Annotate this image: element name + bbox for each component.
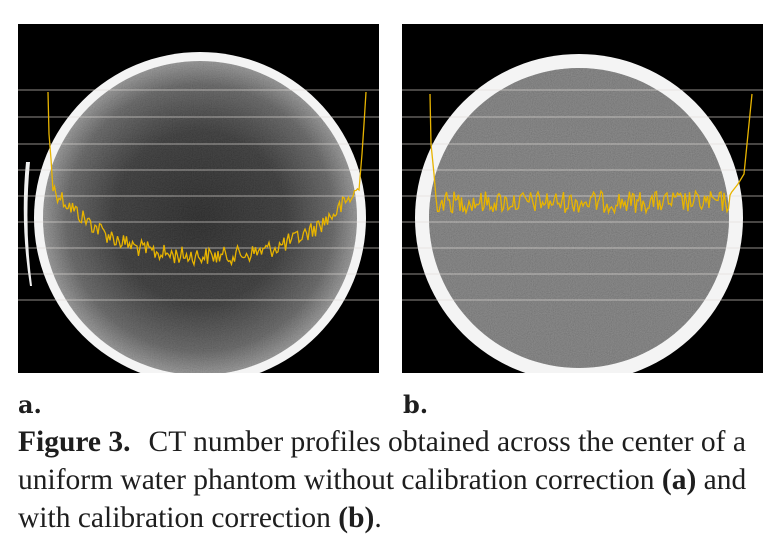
caption-text-1: CT number profiles obtained across the c… xyxy=(18,426,746,496)
caption-text-3: . xyxy=(374,502,382,534)
caption-ref-a: (a) xyxy=(661,464,697,496)
figure-label: Figure 3. xyxy=(18,426,131,458)
panel-label-b: b. xyxy=(403,390,429,419)
ct-image-panel-a xyxy=(18,24,379,373)
panel-label-a: a. xyxy=(18,390,42,419)
caption-text-2: and with calibration correction xyxy=(18,464,747,534)
caption-ref-b: (b) xyxy=(338,502,375,534)
ct-image-panel-b xyxy=(402,24,763,373)
grid-lines-a xyxy=(18,89,379,301)
ct-scan-b-svg xyxy=(402,54,763,373)
figure-caption: Figure 3. CT number profiles obtained acr… xyxy=(18,423,778,537)
profile-curve-b xyxy=(429,93,753,216)
profile-curve-a xyxy=(47,91,367,268)
couch-edge-left-a xyxy=(23,162,32,286)
grid-lines-b xyxy=(402,89,763,301)
ct-scan-a-svg xyxy=(18,52,379,373)
